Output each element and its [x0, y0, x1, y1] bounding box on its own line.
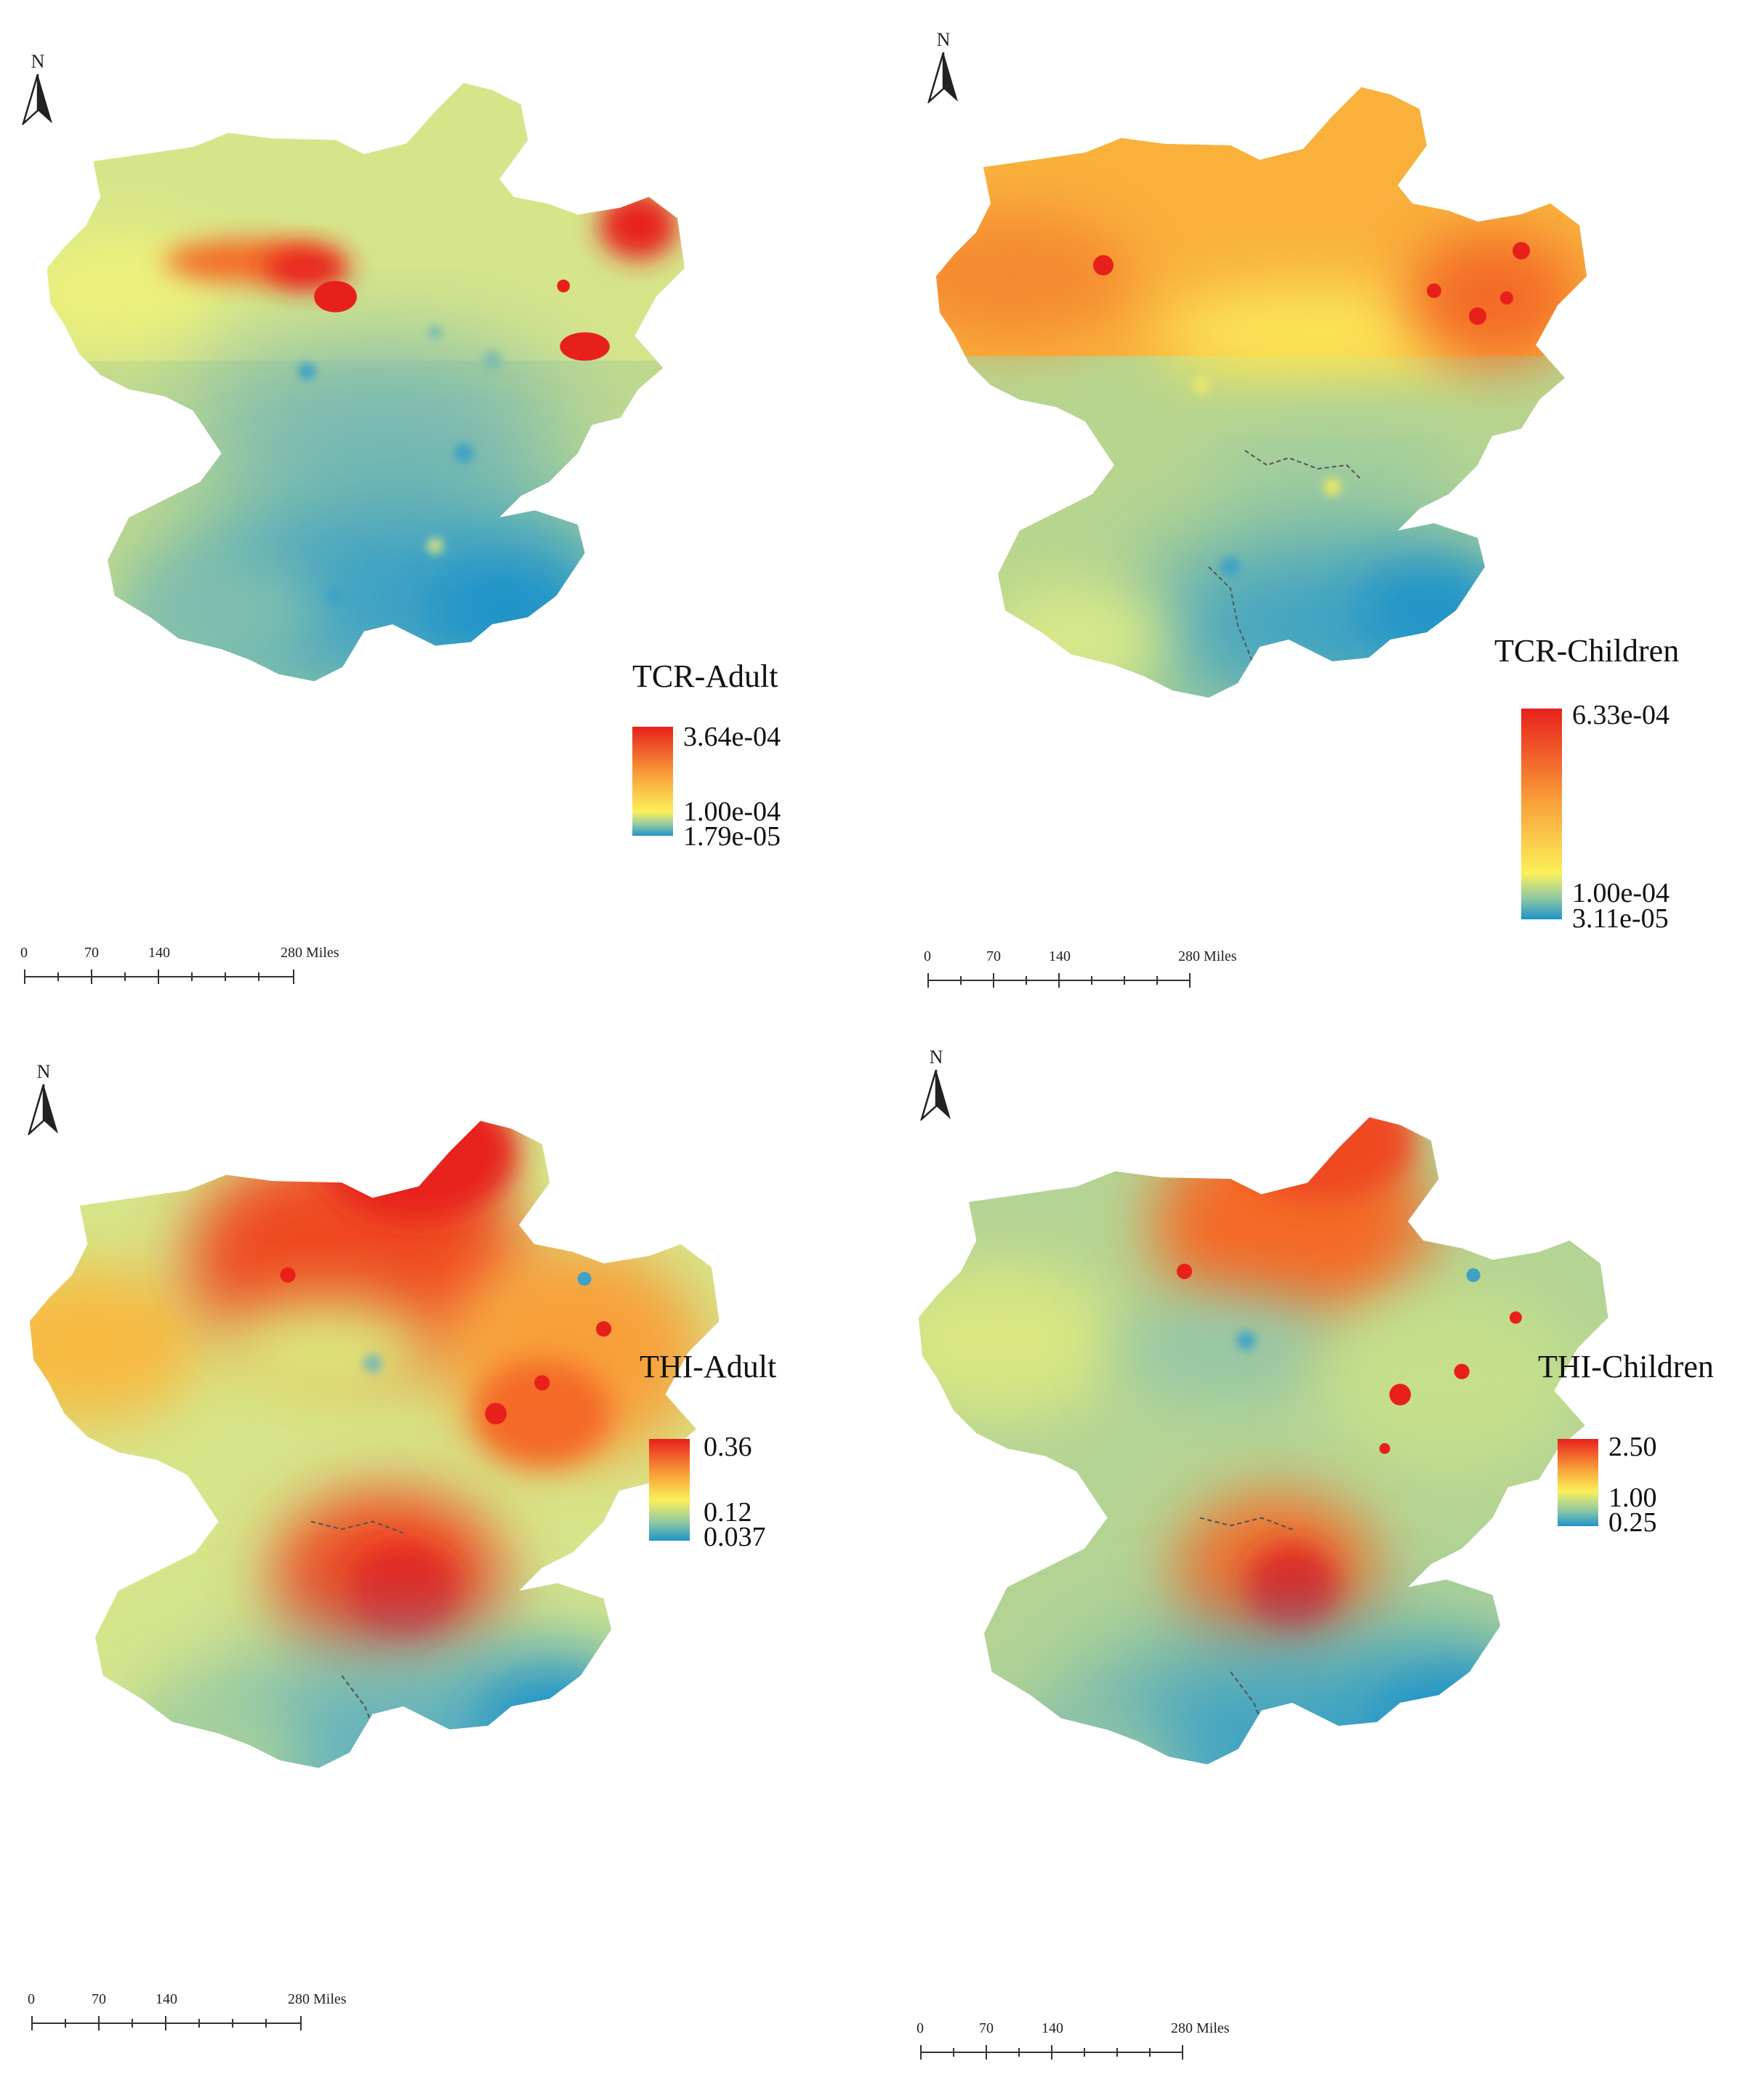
north-arrow: N [22, 1061, 65, 1141]
scale-tick-0: 0 [20, 945, 28, 961]
legend-min-value: 3.11e-05 [1572, 903, 1669, 934]
legend-mid-value: 1.00e-04 [683, 797, 781, 827]
legend-title: THI-Children [1538, 1349, 1714, 1384]
scale-tick-70: 70 [986, 948, 1001, 964]
legend-mid-value: 0.12 [704, 1497, 752, 1528]
north-arrow-letter: N [36, 1061, 51, 1082]
scale-tick-70: 70 [92, 1991, 106, 2007]
scale-tick-70: 70 [979, 2020, 994, 2036]
north-arrow-letter: N [936, 29, 951, 50]
legend-max-value: 6.33e-04 [1572, 700, 1670, 730]
legend-color-ramp [1558, 1439, 1598, 1526]
scale-tick-280: 280 Miles [1171, 2020, 1230, 2036]
scale-tick-140: 140 [1049, 948, 1071, 964]
legend-mid-value: 1.00e-04 [1572, 878, 1670, 908]
map-panel-tcr-children: N [882, 0, 1763, 1046]
scale-tick-280: 280 Miles [288, 1991, 347, 2007]
scale-bar-line [920, 2045, 1183, 2060]
legend-min-value: 0.25 [1608, 1507, 1657, 1538]
map-panel-thi-children: N [882, 1046, 1763, 2093]
legend-title: THI-Adult [640, 1349, 777, 1384]
north-arrow: N [16, 51, 60, 131]
legend-max-value: 0.36 [704, 1432, 752, 1462]
legend-mid-value: 1.00 [1608, 1483, 1657, 1513]
risk-map-thi-children [918, 1117, 1608, 1765]
legend-min-value: 0.037 [704, 1522, 766, 1552]
risk-map-thi-adult [29, 1121, 720, 1768]
legend-min-value: 1.79e-05 [683, 821, 781, 852]
scale-bar: 0 70 140 280 Miles [924, 948, 1237, 992]
north-arrow-icon [28, 1084, 58, 1135]
scale-bar-line [24, 969, 294, 984]
north-arrow-letter: N [31, 51, 45, 72]
north-arrow: N [922, 29, 965, 109]
scale-tick-70: 70 [84, 945, 99, 961]
scale-bar: 0 70 140 280 Miles [20, 945, 339, 988]
map-panel-thi-adult: N [0, 1046, 882, 2093]
scale-tick-140: 140 [1042, 2020, 1063, 2036]
legend-color-ramp [632, 727, 673, 836]
legend-title: TCR-Children [1494, 633, 1680, 669]
north-arrow-icon [927, 52, 958, 103]
legend-color-ramp [1521, 709, 1562, 919]
scale-tick-140: 140 [148, 945, 170, 961]
north-arrow-icon [22, 74, 52, 125]
scale-tick-280: 280 Miles [281, 945, 339, 961]
legend-max-value: 3.64e-04 [683, 722, 781, 752]
north-arrow-letter: N [929, 1046, 943, 1068]
scale-tick-0: 0 [28, 1991, 35, 2007]
scale-bar: 0 70 140 280 Miles [917, 2020, 1230, 2064]
legend-title: TCR-Adult [632, 658, 778, 694]
legend-color-ramp [649, 1439, 690, 1541]
scale-tick-0: 0 [924, 948, 931, 964]
scale-bar-line [927, 973, 1191, 988]
north-arrow-icon [920, 1070, 951, 1121]
risk-map-tcr-children [936, 87, 1587, 698]
scale-bar: 0 70 140 280 Miles [28, 1991, 347, 2035]
north-arrow: N [914, 1046, 958, 1126]
map-panel-tcr-adult: N [0, 0, 882, 1046]
scale-tick-0: 0 [917, 2020, 924, 2036]
scale-tick-280: 280 Miles [1178, 948, 1237, 964]
risk-map-tcr-adult [47, 83, 685, 682]
scale-tick-140: 140 [156, 1991, 177, 2007]
legend-max-value: 2.50 [1608, 1432, 1657, 1462]
scale-bar-line [31, 2016, 302, 2031]
